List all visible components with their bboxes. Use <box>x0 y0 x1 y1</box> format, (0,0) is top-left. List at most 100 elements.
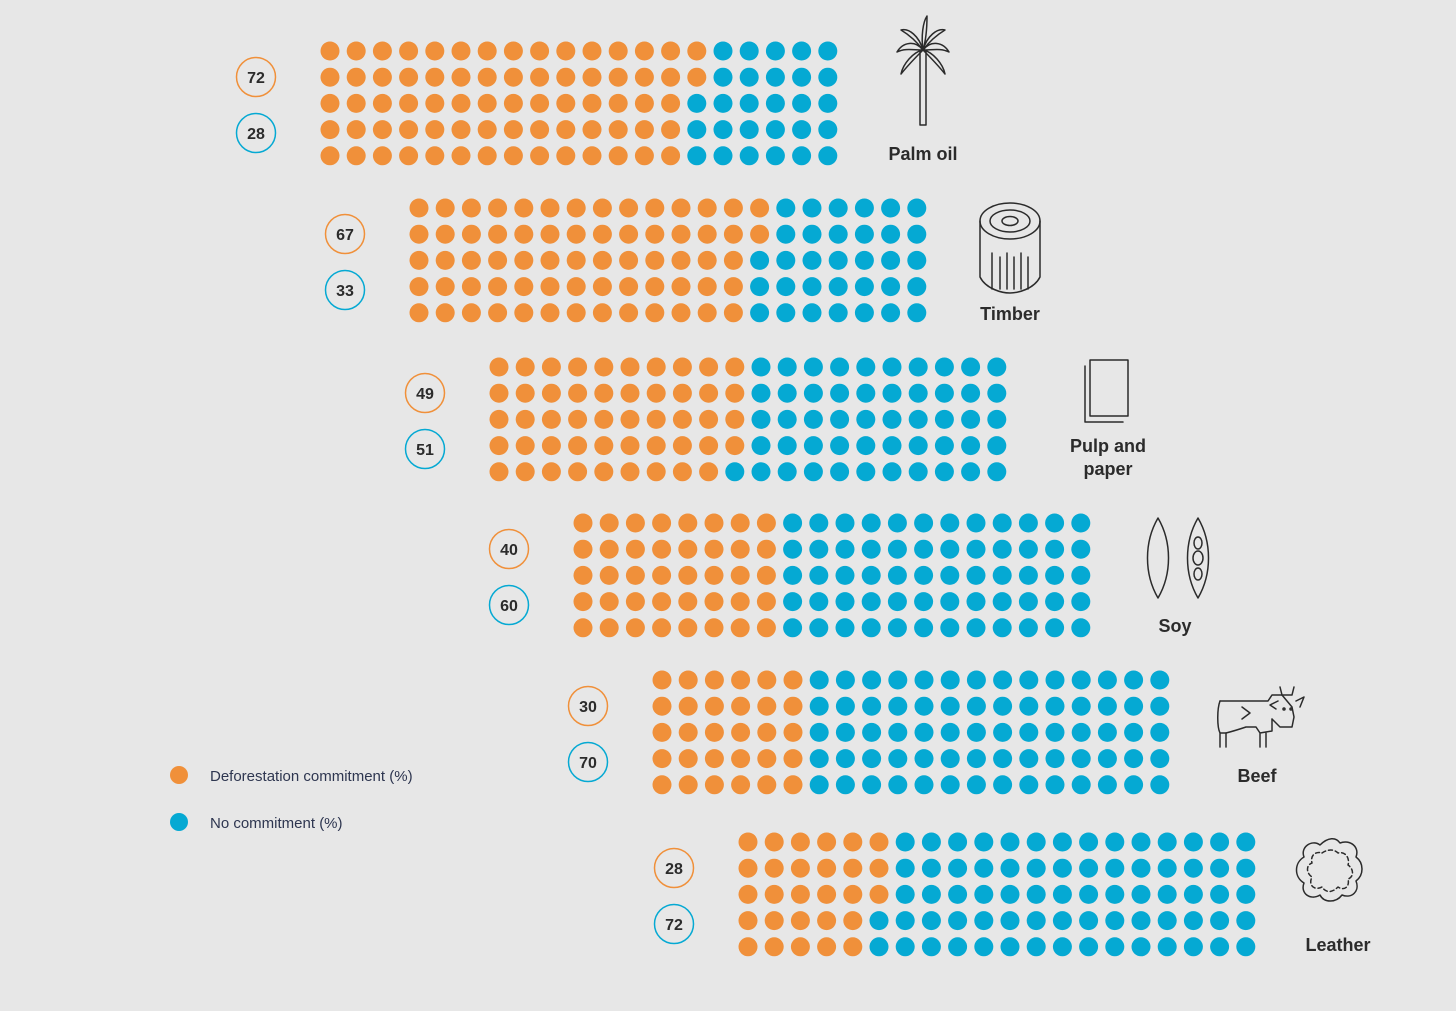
dot-no-commitment <box>750 250 770 270</box>
dot-commitment <box>750 224 770 244</box>
dot-commitment <box>817 937 837 957</box>
dot-no-commitment <box>895 884 915 904</box>
dot-no-commitment <box>966 696 986 716</box>
dot-no-commitment <box>966 539 986 559</box>
dot-commitment <box>678 513 698 533</box>
dot-commitment <box>530 93 550 113</box>
dot-commitment <box>515 409 535 429</box>
dot-no-commitment <box>974 858 994 878</box>
dot-no-commitment <box>792 120 812 140</box>
dot-commitment <box>568 357 588 377</box>
dot-no-commitment <box>1183 884 1203 904</box>
dot-commitment <box>425 146 445 166</box>
dot-no-commitment <box>818 146 838 166</box>
dot-no-commitment <box>792 93 812 113</box>
dot-commitment <box>699 462 719 482</box>
dot-commitment <box>514 224 534 244</box>
dot-no-commitment <box>914 775 934 795</box>
dot-no-commitment <box>1000 884 1020 904</box>
dot-no-commitment <box>1150 749 1170 769</box>
dot-commitment <box>671 198 691 218</box>
dot-commitment <box>625 592 645 612</box>
dot-commitment <box>697 224 717 244</box>
dot-commitment <box>556 67 576 87</box>
dot-no-commitment <box>1052 911 1072 931</box>
dot-no-commitment <box>835 670 855 690</box>
legend-label: Deforestation commitment (%) <box>210 768 413 785</box>
dot-no-commitment <box>809 696 829 716</box>
hide-icon <box>1295 838 1363 902</box>
dot-commitment <box>619 198 639 218</box>
dot-no-commitment <box>713 146 733 166</box>
dot-commitment <box>592 303 612 323</box>
dot-commitment <box>697 250 717 270</box>
badge-commitment-value: 28 <box>665 861 683 878</box>
dot-no-commitment <box>1157 858 1177 878</box>
dot-commitment <box>646 357 666 377</box>
dot-no-commitment <box>1071 722 1091 742</box>
dot-commitment <box>425 93 445 113</box>
dot-no-commitment <box>1183 911 1203 931</box>
dot-commitment <box>540 277 560 297</box>
dot-commitment <box>608 146 628 166</box>
dot-commitment <box>620 409 640 429</box>
dot-commitment <box>488 250 508 270</box>
dot-no-commitment <box>1018 539 1038 559</box>
dot-commitment <box>704 592 724 612</box>
dot-no-commitment <box>1019 775 1039 795</box>
dot-no-commitment <box>803 357 823 377</box>
dot-no-commitment <box>934 383 954 403</box>
dot-commitment <box>619 303 639 323</box>
dot-commitment <box>489 462 509 482</box>
dot-commitment <box>625 513 645 533</box>
dot-no-commitment <box>854 303 874 323</box>
dot-commitment <box>699 409 719 429</box>
dot-no-commitment <box>777 409 797 429</box>
dot-commitment <box>646 462 666 482</box>
dot-no-commitment <box>765 41 785 61</box>
dot-commitment <box>619 277 639 297</box>
dot-no-commitment <box>934 357 954 377</box>
dot-no-commitment <box>1071 618 1091 638</box>
category-label: Timber <box>980 304 1040 324</box>
dot-no-commitment <box>1018 592 1038 612</box>
dot-no-commitment <box>1105 937 1125 957</box>
dot-commitment <box>461 224 481 244</box>
dot-no-commitment <box>1018 513 1038 533</box>
dot-no-commitment <box>1052 832 1072 852</box>
dot-no-commitment <box>809 722 829 742</box>
dot-commitment <box>566 224 586 244</box>
dot-no-commitment <box>940 670 960 690</box>
dot-no-commitment <box>856 357 876 377</box>
dot-commitment <box>625 539 645 559</box>
dot-commitment <box>661 41 681 61</box>
dot-no-commitment <box>777 357 797 377</box>
dot-no-commitment <box>751 436 771 456</box>
dot-no-commitment <box>921 832 941 852</box>
dot-no-commitment <box>1183 858 1203 878</box>
dot-no-commitment <box>987 409 1007 429</box>
dot-no-commitment <box>1052 858 1072 878</box>
dot-no-commitment <box>1071 565 1091 585</box>
dot-no-commitment <box>1124 722 1144 742</box>
category-label: Palm oil <box>888 144 957 164</box>
dot-commitment <box>435 250 455 270</box>
dot-commitment <box>409 277 429 297</box>
dot-no-commitment <box>888 722 908 742</box>
dot-commitment <box>723 224 743 244</box>
dot-no-commitment <box>777 462 797 482</box>
dot-commitment <box>790 911 810 931</box>
dot-commitment <box>594 383 614 403</box>
dot-commitment <box>699 383 719 403</box>
dot-no-commitment <box>776 198 796 218</box>
dot-commitment <box>488 277 508 297</box>
dot-commitment <box>372 67 392 87</box>
dot-commitment <box>461 198 481 218</box>
dot-no-commitment <box>940 565 960 585</box>
dot-no-commitment <box>765 67 785 87</box>
dot-commitment <box>568 436 588 456</box>
dot-no-commitment <box>1019 749 1039 769</box>
dot-no-commitment <box>895 858 915 878</box>
dot-no-commitment <box>966 670 986 690</box>
dot-no-commitment <box>1183 832 1203 852</box>
